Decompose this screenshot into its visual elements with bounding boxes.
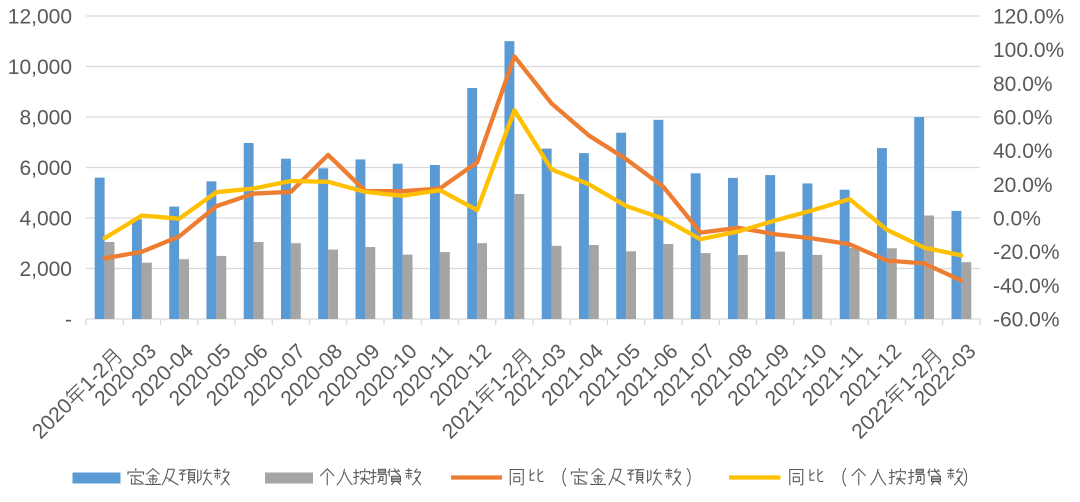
svg-text:60.0%: 60.0%: [993, 107, 1053, 130]
svg-text:100.0%: 100.0%: [993, 39, 1064, 62]
svg-text:2,000: 2,000: [19, 258, 72, 281]
svg-text:4,000: 4,000: [19, 208, 72, 231]
svg-text:-: -: [65, 309, 72, 332]
svg-text:80.0%: 80.0%: [993, 73, 1053, 96]
svg-text:40.0%: 40.0%: [993, 140, 1053, 163]
svg-text:8,000: 8,000: [19, 107, 72, 130]
svg-text:-20.0%: -20.0%: [993, 241, 1060, 264]
svg-text:6,000: 6,000: [19, 157, 72, 180]
svg-text:10,000: 10,000: [8, 56, 72, 79]
svg-text:-60.0%: -60.0%: [993, 309, 1060, 332]
svg-text:120.0%: 120.0%: [993, 6, 1064, 29]
svg-text:20.0%: 20.0%: [993, 174, 1053, 197]
svg-text:0.0%: 0.0%: [993, 208, 1041, 231]
svg-text:-40.0%: -40.0%: [993, 275, 1060, 298]
svg-text:12,000: 12,000: [8, 6, 72, 29]
